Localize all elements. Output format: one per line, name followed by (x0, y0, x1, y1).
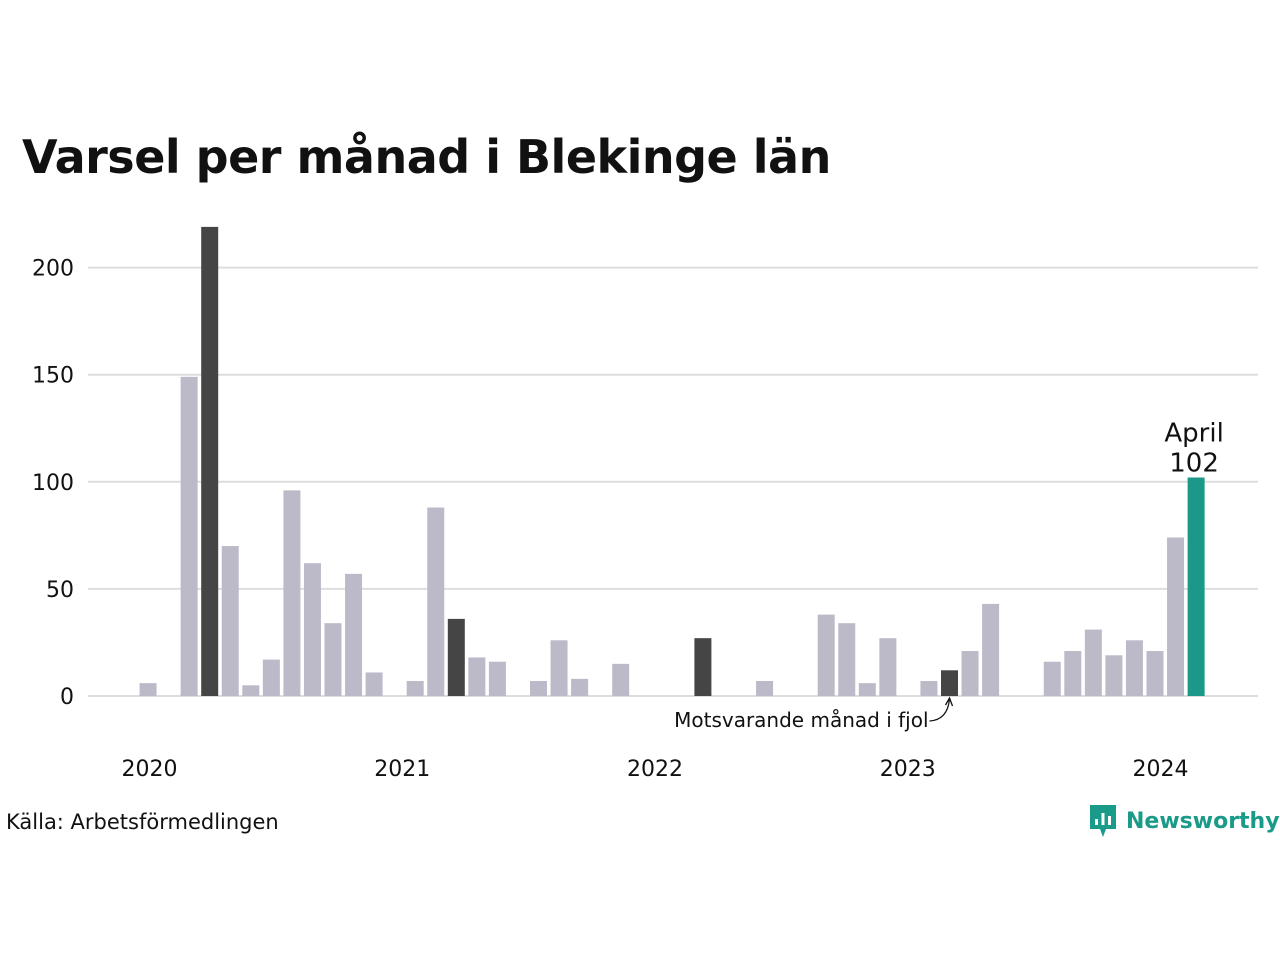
y-tick-label: 100 (32, 471, 74, 496)
bar (468, 657, 486, 696)
bar (982, 603, 1000, 696)
x-tick-label: 2023 (880, 757, 936, 782)
y-tick-label: 150 (32, 364, 74, 389)
bar (1125, 640, 1143, 696)
bar-same-month-last-year (201, 226, 219, 697)
y-tick-label: 50 (46, 578, 74, 603)
bar (858, 683, 876, 696)
source-note: Källa: Arbetsförmedlingen (6, 810, 279, 834)
bar-same-month-last-year (447, 618, 465, 696)
bar (817, 614, 835, 696)
chart-title: Varsel per månad i Blekinge län (22, 130, 831, 184)
arrowhead-icon (944, 696, 954, 707)
grid-lines (88, 266, 1258, 697)
bar (303, 563, 321, 696)
x-tick-label: 2021 (374, 757, 430, 782)
brand-logo: Newsworthy (1088, 803, 1280, 839)
newsworthy-logo-icon (1090, 805, 1116, 837)
bar (838, 623, 856, 696)
bar (1105, 655, 1123, 696)
bar (406, 681, 424, 696)
bar (1064, 651, 1082, 696)
bar (756, 681, 774, 696)
y-tick-label: 200 (32, 257, 74, 282)
bar (1043, 661, 1061, 696)
bar (283, 490, 301, 696)
bar (180, 376, 198, 696)
x-axis-ticks: 2020 2021 2022 2023 2024 (122, 757, 1189, 782)
bar (1146, 651, 1164, 696)
x-tick-label: 2024 (1133, 757, 1189, 782)
x-tick-label: 2022 (627, 757, 683, 782)
bar (1084, 629, 1102, 696)
bar-current-month (1187, 477, 1205, 696)
bar (221, 546, 239, 696)
bar (139, 683, 157, 696)
bar (488, 661, 506, 696)
y-axis-ticks: 0 50 100 150 200 (32, 257, 74, 710)
bar (345, 573, 363, 696)
bar (365, 672, 383, 696)
annotations: April 102 Motsvarande månad i fjol (674, 419, 1224, 732)
same-month-last-year-annotation: Motsvarande månad i fjol (674, 708, 928, 732)
highlight-month-label: April (1164, 419, 1223, 449)
bar (920, 681, 938, 696)
bars (139, 226, 1205, 697)
bar (530, 681, 547, 696)
bar (1167, 537, 1185, 696)
bar-same-month-last-year (941, 670, 958, 696)
bar (262, 659, 280, 696)
annotation-arrow-icon (929, 698, 951, 722)
highlight-value-label: 102 (1169, 449, 1219, 479)
bar (427, 507, 445, 696)
bar (571, 678, 589, 696)
bar (324, 623, 342, 696)
y-tick-label: 0 (60, 685, 74, 710)
bar (612, 663, 630, 696)
bar (242, 685, 260, 696)
bar (550, 640, 568, 696)
bar-chart: 0 50 100 150 200 2020 2021 2022 2023 2024 April … (32, 226, 1258, 782)
bar (961, 651, 979, 696)
bar (879, 638, 897, 696)
brand-name: Newsworthy (1126, 808, 1280, 834)
x-tick-label: 2020 (122, 757, 178, 782)
bar-same-month-last-year (694, 638, 712, 696)
